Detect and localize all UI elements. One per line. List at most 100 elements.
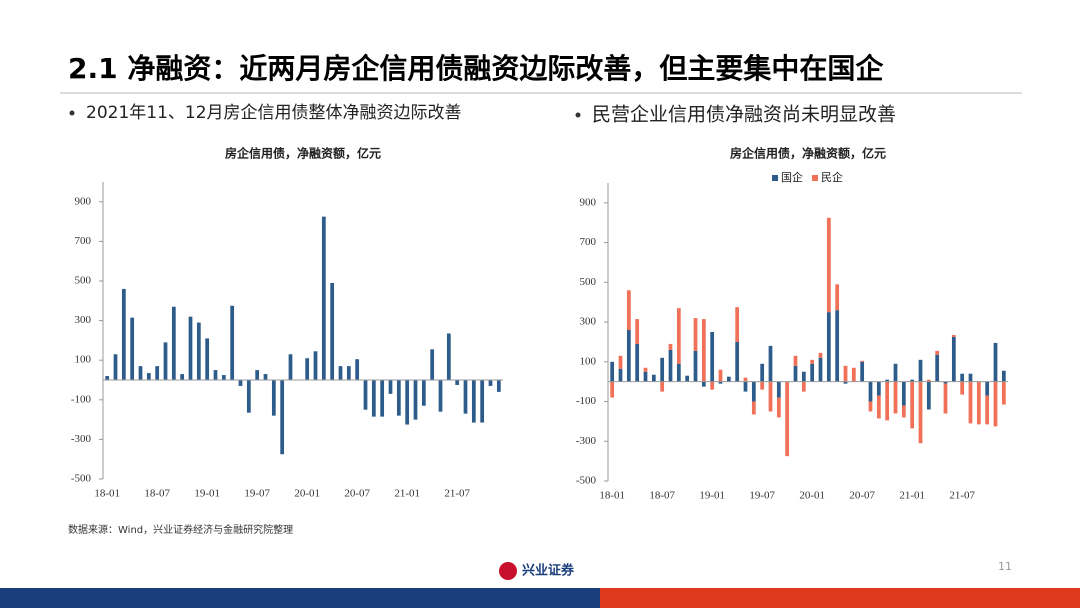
x-tick-label: 18-07: [144, 488, 170, 500]
bar-segment: [618, 368, 623, 382]
bar: [188, 316, 193, 380]
bar: [438, 380, 443, 412]
y-tick-label: 300: [580, 316, 597, 328]
bar: [471, 380, 476, 423]
bar-segment: [626, 330, 631, 382]
bar-segment: [926, 381, 931, 410]
bar: [238, 380, 243, 386]
bar-segment: [801, 381, 806, 392]
bar-segment: [835, 310, 840, 382]
bar-segment: [935, 350, 940, 355]
bar: [213, 370, 218, 380]
bar: [121, 288, 126, 380]
bar: [496, 380, 501, 392]
bar: [146, 373, 151, 380]
y-tick-label: 900: [75, 195, 92, 207]
bar-segment: [693, 318, 698, 351]
bar: [321, 216, 326, 380]
bar-segment: [660, 381, 665, 392]
bar: [171, 306, 176, 380]
bar-segment: [826, 217, 831, 313]
bar-segment: [985, 395, 990, 425]
x-tick-label: 21-07: [949, 490, 975, 502]
bar: [113, 354, 118, 380]
x-tick-label: 18-01: [94, 488, 120, 500]
x-tick-label: 19-01: [194, 488, 220, 500]
bar-segment: [843, 365, 848, 382]
bar-segment: [651, 374, 656, 382]
bar-segment: [926, 379, 931, 382]
bullet: 2021年11、12月房企信用债整体净融资边际改善: [86, 103, 462, 123]
chart-title: 房企信用债，净融资额，亿元: [730, 146, 886, 161]
bar: [271, 380, 276, 416]
bar-segment: [676, 308, 681, 364]
y-tick-label: -500: [71, 473, 92, 485]
legend-swatch: [772, 175, 778, 181]
bar: [138, 366, 143, 380]
bar: [355, 359, 360, 380]
bar-segment: [893, 381, 898, 414]
bar: [388, 380, 393, 394]
y-tick-label: -300: [576, 435, 597, 447]
bar: [280, 380, 285, 455]
bar: [480, 380, 485, 423]
bar-segment: [843, 381, 848, 384]
bar: [463, 380, 468, 414]
bar: [338, 366, 343, 380]
bar-segment: [618, 355, 623, 369]
bar-segment: [676, 363, 681, 382]
bar: [130, 317, 135, 380]
y-tick-label: 700: [75, 235, 92, 247]
bar-segment: [901, 405, 906, 418]
bar: [455, 380, 460, 385]
y-tick-label: 700: [580, 236, 597, 248]
legend-label: 国企: [781, 170, 803, 184]
x-tick-label: 20-01: [799, 490, 825, 502]
bar-segment: [960, 381, 965, 395]
bar-segment: [818, 352, 823, 358]
bar-segment: [751, 401, 756, 415]
bar-segment: [893, 363, 898, 382]
bar-segment: [968, 381, 973, 424]
x-tick-label: 19-01: [699, 490, 725, 502]
bar: [363, 380, 368, 410]
y-tick-label: -100: [576, 395, 597, 407]
bullet: 民营企业信用债净融资尚未明显改善: [592, 104, 896, 126]
bar: [155, 366, 160, 380]
bar-segment: [793, 355, 798, 366]
bar-segment: [943, 383, 948, 414]
bar-segment: [910, 379, 915, 382]
x-tick-label: 21-07: [444, 488, 470, 500]
y-tick-label: 300: [75, 314, 92, 326]
bar-segment: [993, 342, 998, 382]
x-tick-label: 19-07: [749, 490, 775, 502]
bar-segment: [860, 361, 865, 382]
y-tick-label: -500: [576, 475, 597, 487]
page-number: 11: [998, 560, 1012, 573]
y-tick-label: 900: [580, 196, 597, 208]
bar: [371, 380, 376, 417]
bar-segment: [610, 361, 615, 382]
bar: [430, 349, 435, 380]
x-tick-label: 20-01: [294, 488, 320, 500]
bar-segment: [660, 357, 665, 382]
bar-segment: [793, 365, 798, 382]
bar-segment: [968, 373, 973, 382]
legend-swatch: [812, 175, 818, 181]
bar-segment: [885, 379, 890, 382]
bar-segment: [851, 367, 856, 382]
bar-segment: [810, 359, 815, 364]
y-tick-label: -300: [71, 433, 92, 445]
bar-segment: [910, 381, 915, 429]
bar-segment: [960, 373, 965, 382]
bar-segment: [951, 334, 956, 337]
logo-icon: [499, 562, 517, 580]
bar-segment: [726, 376, 731, 382]
bar: [163, 342, 168, 380]
bar-segment: [643, 371, 648, 382]
source: 数据来源：Wind，兴业证券经济与金融研究院整理: [68, 523, 293, 536]
bar-segment: [776, 397, 781, 418]
bar-segment: [635, 343, 640, 382]
bar: [288, 354, 293, 380]
bar-segment: [918, 381, 923, 444]
